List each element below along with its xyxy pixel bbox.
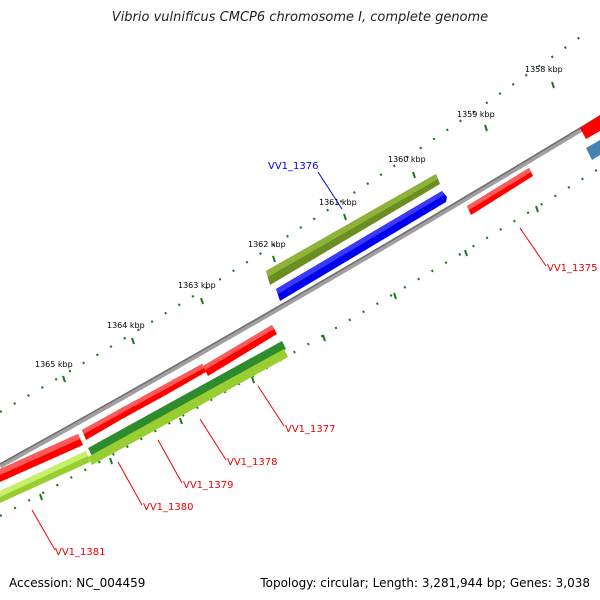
gene-label-vv1-1376[interactable]: VV1_1376 — [268, 161, 319, 172]
tick-label-1358: 1358 kbp — [525, 65, 563, 74]
gene-vv1-1381[interactable] — [0, 434, 83, 482]
gene-label-vv1-1380[interactable]: VV1_1380 — [143, 502, 194, 513]
tick-label-1363: 1363 kbp — [178, 281, 216, 290]
genes-value: 3,038 — [555, 576, 590, 590]
genes-label: Genes: — [509, 576, 552, 590]
page-title: Vibrio vulnificus CMCP6 chromosome I, co… — [111, 10, 489, 25]
gene-label-vv1-1381[interactable]: VV1_1381 — [55, 547, 106, 558]
genome-stats: Topology: circular; Length: 3,281,944 bp… — [260, 576, 590, 590]
tick-label-1360: 1360 kbp — [388, 155, 426, 164]
feature-lime-left[interactable] — [0, 451, 90, 503]
leader-lines — [31, 171, 547, 551]
tick-label-1365: 1365 kbp — [35, 360, 73, 369]
gene-vv1-1380[interactable] — [82, 410, 122, 440]
chromosome-backbone — [0, 115, 600, 469]
topology-value: circular — [320, 576, 365, 590]
gene-label-vv1-1379[interactable]: VV1_1379 — [183, 480, 234, 491]
accession-label: Accession: — [9, 576, 73, 590]
accession-value: NC_004459 — [76, 576, 146, 590]
tick-label-1362: 1362 kbp — [248, 240, 286, 249]
tick-label-1364: 1364 kbp — [107, 321, 145, 330]
inner-major-ticks — [39, 205, 539, 501]
gene-vv1-1377[interactable] — [203, 325, 277, 376]
tick-label-1359: 1359 kbp — [457, 110, 495, 119]
outer-tick-ring — [0, 29, 591, 413]
gene-label-vv1-1377[interactable]: VV1_1377 — [285, 424, 336, 435]
outer-major-ticks — [62, 81, 555, 383]
gene-vv1-1375[interactable] — [467, 168, 533, 215]
gene-label-vv1-1378[interactable]: VV1_1378 — [227, 457, 278, 468]
gene-label-vv1-1375[interactable]: VV1_1375 — [547, 263, 598, 274]
feature-dark-green[interactable] — [88, 341, 286, 456]
gene-vv1-1379[interactable] — [118, 387, 164, 419]
gene-top-right-steelblue[interactable] — [586, 140, 600, 160]
feature-lime-upper[interactable] — [88, 349, 288, 465]
length-value: 3,281,944 bp — [421, 576, 502, 590]
gene-vv1-1378[interactable] — [160, 364, 206, 396]
gene-top-right-red[interactable] — [580, 115, 600, 139]
accession-info: Accession: NC_004459 — [9, 576, 145, 590]
length-label: Length: — [372, 576, 419, 590]
topology-label: Topology: — [260, 576, 317, 590]
gene-vv1-1376-olive[interactable] — [266, 174, 440, 285]
gene-vv1-1376[interactable] — [276, 191, 447, 301]
inner-tick-ring — [0, 167, 600, 517]
